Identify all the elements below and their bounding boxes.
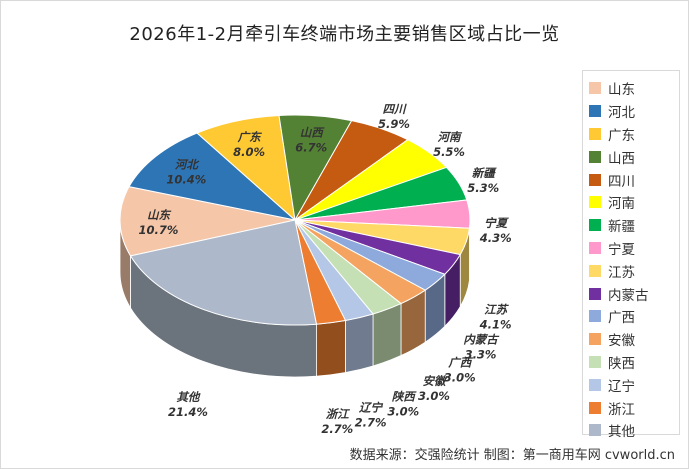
legend-label: 广西: [608, 310, 635, 327]
legend-item-四川: 四川: [589, 168, 679, 191]
label-value-辽宁: 2.7%: [355, 416, 387, 430]
legend-item-宁夏: 宁夏: [589, 237, 679, 260]
legend-label: 河南: [608, 196, 635, 213]
legend-swatch: [589, 401, 601, 414]
pie-side-浙江: [316, 320, 346, 377]
label-name-安徽: 安徽: [422, 374, 447, 388]
legend-label: 辽宁: [608, 378, 635, 395]
label-name-内蒙古: 内蒙古: [463, 332, 500, 346]
legend-label: 新疆: [608, 219, 635, 236]
label-value-四川: 5.9%: [378, 117, 410, 131]
legend-item-其他: 其他: [589, 419, 679, 442]
legend-swatch: [589, 310, 601, 323]
pie-slice-河北: [128, 132, 297, 221]
pie-slice-山东: [119, 186, 296, 257]
label-name-四川: 四川: [382, 102, 406, 116]
label-name-河南: 河南: [438, 130, 463, 144]
legend-swatch: [589, 196, 601, 209]
legend-label: 山东: [608, 82, 635, 99]
legend-item-新疆: 新疆: [589, 214, 679, 237]
legend-item-辽宁: 辽宁: [589, 373, 679, 396]
legend-label: 陕西: [608, 355, 635, 372]
legend-swatch: [589, 264, 601, 277]
legend-item-江苏: 江苏: [589, 259, 679, 282]
legend-swatch: [589, 105, 601, 118]
legend-label: 河北: [608, 105, 635, 122]
legend-item-广西: 广西: [589, 305, 679, 328]
legend-item-浙江: 浙江: [589, 396, 679, 419]
legend-label: 山西: [608, 150, 635, 167]
legend-swatch: [589, 150, 601, 163]
pie-slices: [119, 114, 471, 326]
label-value-山西: 6.7%: [295, 141, 327, 155]
legend-item-山西: 山西: [589, 145, 679, 168]
legend-label: 内蒙古: [608, 287, 649, 304]
legend-swatch: [589, 219, 601, 232]
label-name-其他: 其他: [176, 390, 200, 404]
legend-swatch: [589, 287, 601, 300]
legend-item-山东: 山东: [589, 77, 679, 100]
legend-swatch: [589, 173, 601, 186]
legend-swatch: [589, 241, 601, 254]
legend-item-陕西: 陕西: [589, 351, 679, 374]
pie-slice-其他: [129, 219, 318, 326]
label-name-山西: 山西: [300, 126, 325, 140]
chart-title: 2026年1-2月牵引车终端市场主要销售区域占比一览: [129, 24, 560, 45]
label-value-陕西: 3.0%: [387, 405, 419, 419]
pie-side-walls: [119, 219, 471, 378]
label-name-陕西: 陕西: [392, 390, 417, 404]
legend-label: 广东: [608, 127, 635, 144]
label-name-山东: 山东: [147, 208, 171, 222]
legend-swatch: [589, 127, 601, 140]
label-name-广西: 广西: [448, 355, 473, 369]
label-value-河南: 5.5%: [433, 145, 465, 159]
legend-label: 其他: [608, 424, 635, 441]
legend-item-河南: 河南: [589, 191, 679, 214]
label-name-宁夏: 宁夏: [484, 216, 509, 230]
label-value-内蒙古: 3.3%: [465, 347, 497, 361]
legend-swatch: [589, 378, 601, 391]
legend-item-安徽: 安徽: [589, 328, 679, 351]
label-name-浙江: 浙江: [326, 407, 350, 421]
legend-label: 安徽: [608, 333, 635, 350]
label-value-山东: 10.7%: [139, 223, 179, 237]
legend-swatch: [589, 424, 601, 437]
label-name-河北: 河北: [175, 157, 199, 171]
label-name-江苏: 江苏: [484, 303, 509, 317]
legend-label: 浙江: [608, 401, 635, 418]
legend: 山东河北广东山西四川河南新疆宁夏江苏内蒙古广西安徽陕西辽宁浙江其他: [582, 70, 680, 440]
label-name-广东: 广东: [238, 130, 262, 144]
legend-item-广东: 广东: [589, 123, 679, 146]
legend-swatch: [589, 333, 601, 346]
label-value-浙江: 2.7%: [321, 422, 353, 436]
legend-item-内蒙古: 内蒙古: [589, 282, 679, 305]
label-value-安徽: 3.0%: [418, 389, 450, 403]
label-value-河北: 10.4%: [166, 172, 206, 186]
label-value-江苏: 4.1%: [479, 318, 512, 332]
legend-swatch: [589, 82, 601, 95]
legend-swatch: [589, 355, 601, 368]
legend-label: 江苏: [608, 264, 635, 281]
label-value-其他: 21.4%: [168, 405, 208, 419]
label-value-宁夏: 4.3%: [479, 231, 512, 245]
label-value-新疆: 5.3%: [467, 181, 499, 195]
pie-side-辽宁: [345, 313, 374, 374]
label-name-新疆: 新疆: [472, 166, 497, 180]
label-value-广东: 8.0%: [233, 145, 265, 159]
label-name-辽宁: 辽宁: [359, 401, 383, 415]
legend-item-河北: 河北: [589, 100, 679, 123]
legend-label: 四川: [608, 173, 635, 190]
source-note: 数据来源：交强险统计 制图：第一商用车网 cvworld.cn: [349, 448, 675, 463]
label-value-广西: 3.0%: [444, 370, 476, 384]
legend-label: 宁夏: [608, 241, 635, 258]
